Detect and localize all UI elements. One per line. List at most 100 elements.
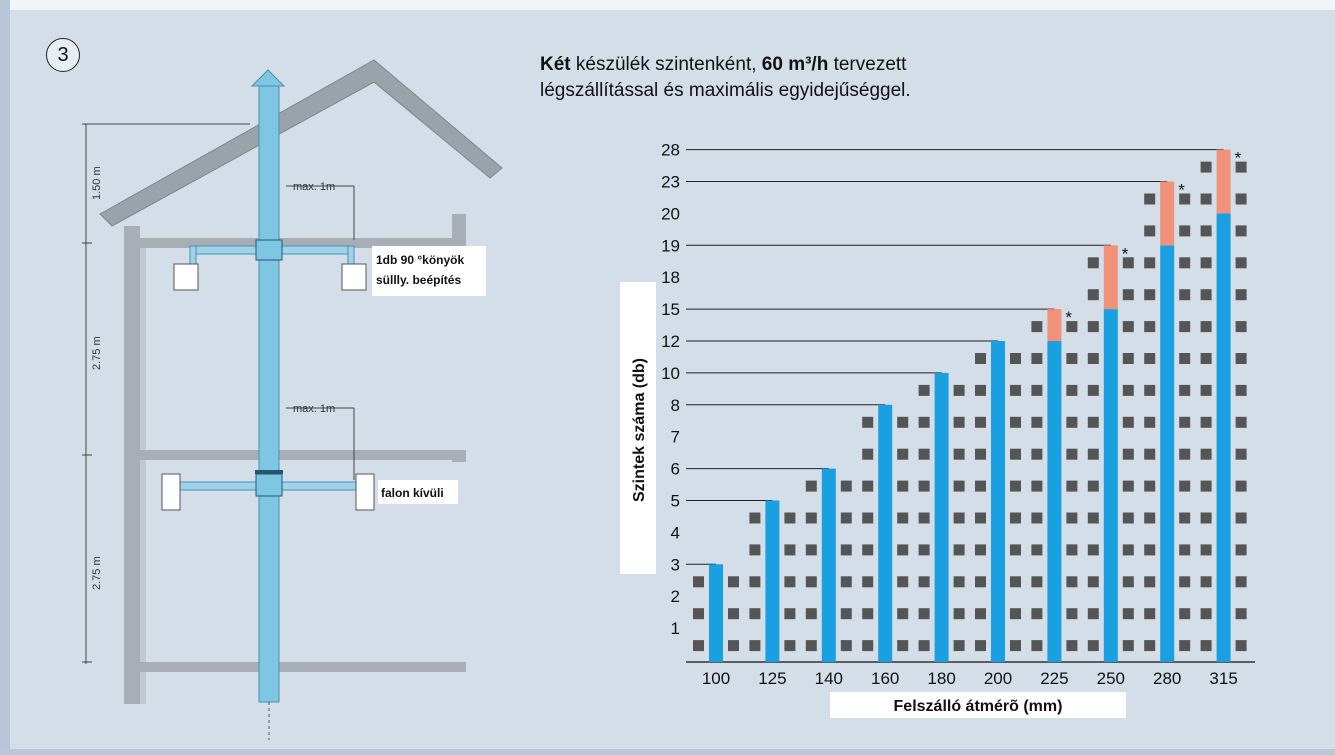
bar-225: [1047, 341, 1062, 662]
headline-text-1: készülék szintenként,: [570, 54, 762, 75]
wall-left: [124, 226, 140, 704]
y-axis-label-box: [620, 282, 656, 574]
level-square-140-2-right: [840, 608, 852, 620]
level-square-315-1-right: [1235, 640, 1247, 652]
level-square-280-10-right: [1179, 353, 1191, 364]
y-tick-5: 5: [671, 492, 680, 511]
level-square-225-10-left: [1031, 353, 1043, 364]
level-square-140-6-right: [840, 480, 852, 492]
x-tick-125: 125: [758, 669, 786, 688]
x-tick-160: 160: [871, 669, 899, 688]
level-square-140-6-left: [805, 480, 817, 492]
level-square-200-10-left: [975, 353, 986, 364]
y-tick-20: 20: [661, 204, 680, 223]
level-square-225-8-left: [1031, 416, 1043, 428]
level-square-140-1-left: [805, 640, 817, 652]
level-square-225-3-right: [1066, 576, 1078, 588]
level-square-180-2-left: [918, 608, 930, 620]
y-tick-6: 6: [671, 460, 680, 479]
x-tick-225: 225: [1040, 669, 1068, 688]
level-square-280-2-left: [1144, 608, 1156, 620]
level-square-140-3-right: [840, 576, 852, 588]
level-square-315-9-right: [1235, 384, 1247, 396]
figure-number-badge: 3: [46, 38, 80, 72]
level-square-160-4-left: [862, 544, 874, 556]
y-tick-18: 18: [661, 268, 680, 287]
level-square-200-4-right: [1010, 544, 1021, 556]
level-square-280-4-right: [1179, 544, 1191, 556]
level-square-315-10-right: [1235, 353, 1247, 364]
level-square-225-4-left: [1031, 544, 1043, 556]
level-square-250-10-left: [1087, 353, 1099, 364]
level-square-160-3-left: [862, 576, 874, 588]
level-square-250-6-left: [1087, 480, 1099, 492]
level-square-200-6-right: [1010, 480, 1021, 492]
level-square-315-11-right: [1235, 321, 1247, 333]
level-square-315-15-right: [1235, 193, 1247, 205]
level-square-140-4-left: [805, 544, 817, 556]
x-tick-200: 200: [984, 669, 1012, 688]
level-square-250-9-left: [1087, 384, 1099, 396]
level-square-315-15-left: [1200, 193, 1212, 205]
level-square-315-7-left: [1200, 448, 1212, 460]
level-square-200-3-left: [975, 576, 986, 588]
level-square-280-6-left: [1144, 480, 1156, 492]
level-square-315-6-right: [1235, 480, 1247, 492]
level-square-100-3-left: [693, 576, 704, 588]
level-square-250-1-left: [1087, 640, 1099, 652]
level-square-315-3-right: [1235, 576, 1247, 588]
y-axis-label: Szintek száma (db): [631, 358, 648, 502]
level-square-180-9-left: [918, 384, 930, 396]
level-square-315-9-left: [1200, 384, 1212, 396]
level-square-280-11-left: [1144, 321, 1156, 333]
level-square-180-3-right: [953, 576, 965, 588]
upper-vent-right: [341, 263, 367, 291]
level-square-160-2-left: [862, 608, 874, 620]
building-diagram: 1.50 m 2.75 m 2.75 m max. 1m max. 1m 1db…: [82, 59, 503, 740]
level-square-125-1-right: [784, 640, 796, 652]
level-square-160-5-right: [897, 512, 909, 524]
y-tick-23: 23: [661, 173, 680, 192]
bar-315: [1216, 213, 1231, 662]
level-square-125-4-right: [784, 544, 796, 556]
level-square-225-6-right: [1066, 480, 1078, 492]
bar-extension-250: [1103, 245, 1118, 310]
level-square-315-16-right: [1235, 161, 1247, 173]
level-square-280-11-right: [1179, 321, 1191, 333]
level-square-125-3-left: [749, 576, 761, 588]
annotation-elbow-line2: süllly. beépítés: [376, 273, 461, 287]
level-square-250-13-left: [1087, 257, 1099, 269]
level-square-250-4-left: [1087, 544, 1099, 556]
level-square-250-13-right: [1122, 257, 1134, 269]
level-square-225-9-left: [1031, 384, 1043, 396]
headline: Két készülék szintenként, 60 m³/h tervez…: [540, 52, 1060, 104]
x-tick-250: 250: [1097, 669, 1125, 688]
bar-extension-280: [1160, 181, 1175, 246]
level-square-280-1-left: [1144, 640, 1156, 652]
level-square-160-8-right: [897, 416, 909, 428]
height-label-3: 2.75 m: [91, 556, 103, 590]
level-square-250-12-right: [1122, 289, 1134, 301]
upper-vent-left: [173, 263, 199, 291]
y-tick-1: 1: [671, 619, 680, 638]
y-tick-2: 2: [671, 587, 680, 606]
level-square-250-9-right: [1122, 384, 1134, 396]
level-square-225-7-left: [1031, 448, 1043, 460]
level-square-250-8-left: [1087, 416, 1099, 428]
level-square-250-11-left: [1087, 321, 1099, 333]
level-square-225-3-left: [1031, 576, 1043, 588]
level-square-315-11-left: [1200, 321, 1212, 333]
y-tick-7: 7: [671, 428, 680, 447]
level-square-225-2-right: [1066, 608, 1078, 620]
level-square-180-5-left: [918, 512, 930, 524]
level-square-180-4-right: [953, 544, 965, 556]
level-square-250-3-right: [1122, 576, 1134, 588]
bar-160: [878, 404, 893, 662]
level-square-315-8-left: [1200, 416, 1212, 428]
max-distance-label-2: max. 1m: [293, 403, 335, 415]
level-square-250-2-right: [1122, 608, 1134, 620]
level-square-315-1-left: [1200, 640, 1212, 652]
level-square-225-1-right: [1066, 640, 1078, 652]
inner-wall-mid: [140, 460, 146, 662]
